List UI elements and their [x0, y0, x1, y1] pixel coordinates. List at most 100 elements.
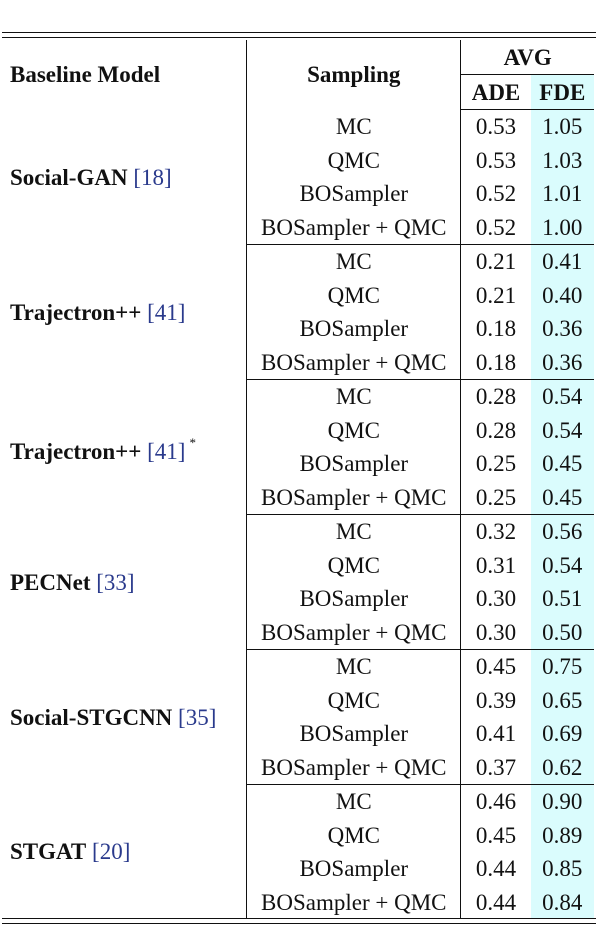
ade-cell: 0.53: [475, 114, 517, 140]
table-row: QMC 0.39 0.65: [2, 683, 594, 717]
citation-link[interactable]: [18]: [133, 164, 172, 190]
model-cell: Trajectron++ [41] *: [2, 379, 248, 515]
citation-number[interactable]: 20: [99, 839, 123, 865]
results-table: Baseline Model Sampling AVG ADE FDE Soci…: [2, 40, 594, 919]
table-row: PECNet [33] MC 0.32 0.56: [2, 514, 594, 650]
table-row: BOSampler 0.52 1.01: [2, 177, 594, 211]
header-sampling: Sampling: [246, 40, 462, 110]
table-row: QMC 0.45 0.89: [2, 818, 594, 852]
fde-cell: 0.90: [530, 784, 594, 819]
sampling-cell: MC: [246, 649, 462, 684]
model-group: Trajectron++ [41] * MC 0.28 0.54 QMC 0.28 0.54 B…: [2, 379, 594, 515]
ade-cell: 0.39: [475, 687, 517, 713]
ade-cell: 0.21: [475, 249, 517, 275]
table-row: BOSampler 0.41 0.69: [2, 717, 594, 751]
fde-cell: 0.54: [530, 548, 594, 582]
model-group: STGAT [20] MC 0.46 0.90 QMC 0.45 0.89 BOSampler…: [2, 784, 594, 919]
model-name: STGAT: [10, 839, 87, 865]
citation-link[interactable]: [41]: [147, 299, 186, 325]
fde-cell: 0.84: [530, 885, 594, 919]
sampling-cell: BOSampler: [246, 852, 462, 886]
model-name: Trajectron++: [10, 439, 142, 464]
citation-link[interactable]: [20]: [92, 839, 131, 865]
model-name: Social-GAN: [10, 164, 128, 190]
table-row: QMC 0.28 0.54: [2, 413, 594, 447]
fde-cell: 1.03: [530, 143, 594, 177]
citation-number[interactable]: 41: [154, 439, 178, 464]
fde-cell: 1.01: [530, 177, 594, 211]
citation-link[interactable]: [41]: [147, 439, 186, 464]
ade-cell: 0.30: [475, 586, 517, 612]
table-row: BOSampler 0.25 0.45: [2, 447, 594, 481]
model-name: PECNet: [10, 569, 91, 595]
citation-link[interactable]: [35]: [178, 704, 217, 730]
fde-cell: 0.54: [530, 413, 594, 447]
model-cell: Social-GAN [18]: [2, 109, 248, 245]
fde-cell: 0.56: [530, 514, 594, 549]
sampling-cell: MC: [246, 784, 462, 819]
model-cell: Trajectron++ [41]: [2, 244, 248, 380]
citation-link[interactable]: [33]: [96, 569, 135, 595]
sampling-cell: MC: [246, 379, 462, 414]
header-baseline-model: Baseline Model: [2, 40, 248, 110]
ade-cell: 0.31: [475, 552, 517, 578]
citation-number[interactable]: 35: [185, 704, 209, 730]
table-row: BOSampler 0.18 0.36: [2, 312, 594, 346]
sampling-cell: BOSampler: [246, 312, 462, 346]
table-row: Social-STGCNN [35] MC 0.45 0.75: [2, 649, 594, 785]
model-name: Trajectron++: [10, 299, 142, 325]
sampling-cell: BOSampler + QMC: [246, 750, 462, 785]
model-group: Social-GAN [18] MC 0.53 1.05 QMC 0.53 1.03 BOSa…: [2, 109, 594, 245]
sampling-cell: BOSampler: [246, 177, 462, 211]
ade-cell: 0.32: [475, 519, 517, 545]
fde-cell: 0.51: [530, 582, 594, 616]
ade-cell: 0.46: [475, 789, 517, 815]
fde-cell: 0.36: [530, 312, 594, 346]
ade-cell: 0.25: [475, 451, 517, 477]
sampling-cell: MC: [246, 244, 462, 279]
fde-cell: 0.62: [530, 750, 594, 785]
fde-cell: 0.45: [530, 480, 594, 515]
ade-cell: 0.28: [475, 384, 517, 410]
table-row: BOSampler + QMC 0.37 0.62: [2, 750, 594, 785]
table-row: QMC 0.21 0.40: [2, 278, 594, 312]
ade-cell: 0.37: [460, 750, 531, 785]
fde-cell: 0.41: [530, 244, 594, 279]
sampling-cell: BOSampler: [246, 582, 462, 616]
ade-cell: 0.52: [460, 210, 531, 245]
ade-cell: 0.45: [475, 822, 517, 848]
fde-cell: 0.75: [530, 649, 594, 684]
table-row: BOSampler + QMC 0.25 0.45: [2, 480, 594, 515]
fde-cell: 1.05: [530, 109, 594, 144]
fde-cell: 0.45: [530, 447, 594, 481]
sampling-cell: BOSampler: [246, 447, 462, 481]
sampling-cell: QMC: [246, 143, 462, 177]
ade-cell: 0.44: [475, 889, 517, 915]
fde-cell: 0.40: [530, 278, 594, 312]
ade-cell: 0.53: [475, 147, 517, 173]
fde-cell: 0.69: [530, 717, 594, 751]
ade-cell: 0.25: [460, 480, 531, 515]
model-name: Social-STGCNN: [10, 704, 173, 730]
table-row: BOSampler 0.30 0.51: [2, 582, 594, 616]
ade-cell: 0.52: [475, 181, 517, 207]
fde-cell: 0.85: [530, 852, 594, 886]
fde-cell: 0.89: [530, 818, 594, 852]
header-ade: ADE: [460, 74, 531, 110]
model-cell: PECNet [33]: [2, 514, 248, 650]
sampling-cell: QMC: [246, 818, 462, 852]
sampling-cell: BOSampler + QMC: [246, 885, 462, 919]
header-avg: AVG: [460, 40, 594, 75]
citation-number[interactable]: 33: [103, 569, 127, 595]
model-group: PECNet [33] MC 0.32 0.56 QMC 0.31 0.54 BOSample…: [2, 514, 594, 650]
sampling-cell: MC: [246, 109, 462, 144]
sampling-cell: MC: [246, 514, 462, 549]
citation-number[interactable]: 18: [140, 164, 164, 190]
ade-cell: 0.18: [475, 316, 517, 342]
ade-cell: 0.45: [475, 654, 517, 680]
table-row: BOSampler + QMC 0.52 1.00: [2, 210, 594, 245]
sampling-cell: QMC: [246, 413, 462, 447]
fde-cell: 0.50: [530, 615, 594, 650]
ade-cell: 0.44: [475, 856, 517, 882]
citation-number[interactable]: 41: [154, 299, 178, 325]
